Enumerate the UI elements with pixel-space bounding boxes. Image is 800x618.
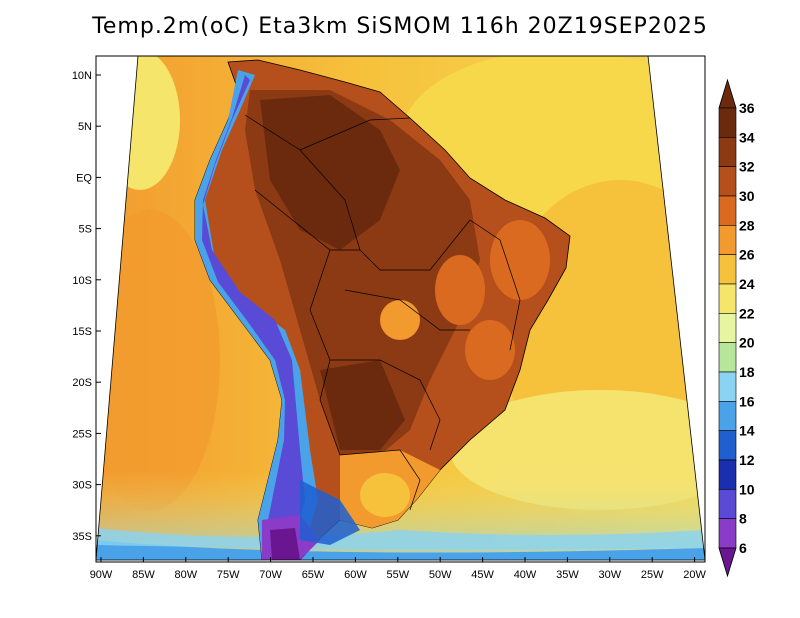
longitude-label: 30W xyxy=(598,569,621,581)
latitude-label: 10S xyxy=(72,275,92,287)
colorbar: 36 34 32 30 28 26 24 22 20 18 16 14 12 10 8 6 xyxy=(718,78,755,578)
colorbar-label: 32 xyxy=(739,159,755,175)
colorbar-label: 16 xyxy=(739,393,755,409)
plot-border xyxy=(95,55,706,563)
colorbar-segment xyxy=(718,371,737,402)
colorbar-segment xyxy=(718,401,737,431)
colorbar-segment xyxy=(718,342,737,373)
colorbar-label: 18 xyxy=(739,364,755,380)
colorbar-segment xyxy=(718,313,737,343)
colorbar-label: 12 xyxy=(739,452,755,468)
colorbar-label: 6 xyxy=(739,540,747,556)
colorbar-segment xyxy=(718,166,737,197)
map-title: Temp.2m(oC) Eta3km SiSMOM 116h 20Z19SEP2… xyxy=(92,14,708,39)
colorbar-label: 30 xyxy=(739,188,755,204)
colorbar-bottom-arrow xyxy=(718,547,737,578)
colorbar-segment xyxy=(718,254,737,285)
longitude-label: 40W xyxy=(514,569,537,581)
colorbar-segment xyxy=(718,518,737,549)
longitude-label: 35W xyxy=(556,569,579,581)
longitude-label: 25W xyxy=(641,569,664,581)
colorbar-segment xyxy=(718,195,737,226)
colorbar-segment xyxy=(718,459,737,490)
latitude-label: EQ xyxy=(76,172,92,184)
longitude-label: 75W xyxy=(217,569,240,581)
colorbar-label: 24 xyxy=(739,276,755,292)
longitude-label: 85W xyxy=(132,569,155,581)
latitude-label: 30S xyxy=(72,480,92,492)
latitude-label: 5S xyxy=(79,224,92,236)
colorbar-segment xyxy=(718,107,737,138)
latitude-label: 5N xyxy=(78,121,92,133)
latitude-label: 20S xyxy=(72,377,92,389)
colorbar-segment xyxy=(718,283,737,314)
colorbar-label: 36 xyxy=(739,100,755,116)
latitude-label: 25S xyxy=(72,428,92,440)
colorbar-label: 28 xyxy=(739,217,755,233)
longitude-label: 45W xyxy=(471,569,494,581)
colorbar-label: 20 xyxy=(739,335,755,351)
colorbar-label: 14 xyxy=(739,423,755,439)
colorbar-segment xyxy=(718,489,737,519)
longitude-label: 65W xyxy=(302,569,325,581)
longitude-label: 55W xyxy=(386,569,409,581)
colorbar-label: 34 xyxy=(739,129,755,145)
longitude-label: 60W xyxy=(344,569,367,581)
longitude-label: 80W xyxy=(174,569,197,581)
colorbar-label: 10 xyxy=(739,481,755,497)
longitude-label: 20W xyxy=(683,569,706,581)
colorbar-segment xyxy=(718,225,737,255)
colorbar-segment xyxy=(718,137,737,167)
country-borders xyxy=(244,114,521,511)
colorbar-segment xyxy=(718,430,737,461)
longitude-label: 70W xyxy=(259,569,282,581)
latitude-label: 15S xyxy=(72,326,92,338)
colorbar-label: 22 xyxy=(739,305,755,321)
longitude-label: 90W xyxy=(90,569,113,581)
longitude-axis: 90W 85W 80W 75W 70W 65W 60W 55W 50W 45W 40W 35W 30W 2… xyxy=(90,557,707,581)
colorbar-label: 8 xyxy=(739,511,747,527)
longitude-label: 50W xyxy=(429,569,452,581)
continent-south-america xyxy=(194,59,571,560)
latitude-label: 10N xyxy=(72,70,92,82)
colorbar-label: 26 xyxy=(739,247,755,263)
latitude-label: 35S xyxy=(72,531,92,543)
colorbar-top-arrow xyxy=(718,78,737,109)
latitude-axis: 10N 5N EQ 5S 10S 15S 20S 25S 30S 35S xyxy=(72,70,101,543)
